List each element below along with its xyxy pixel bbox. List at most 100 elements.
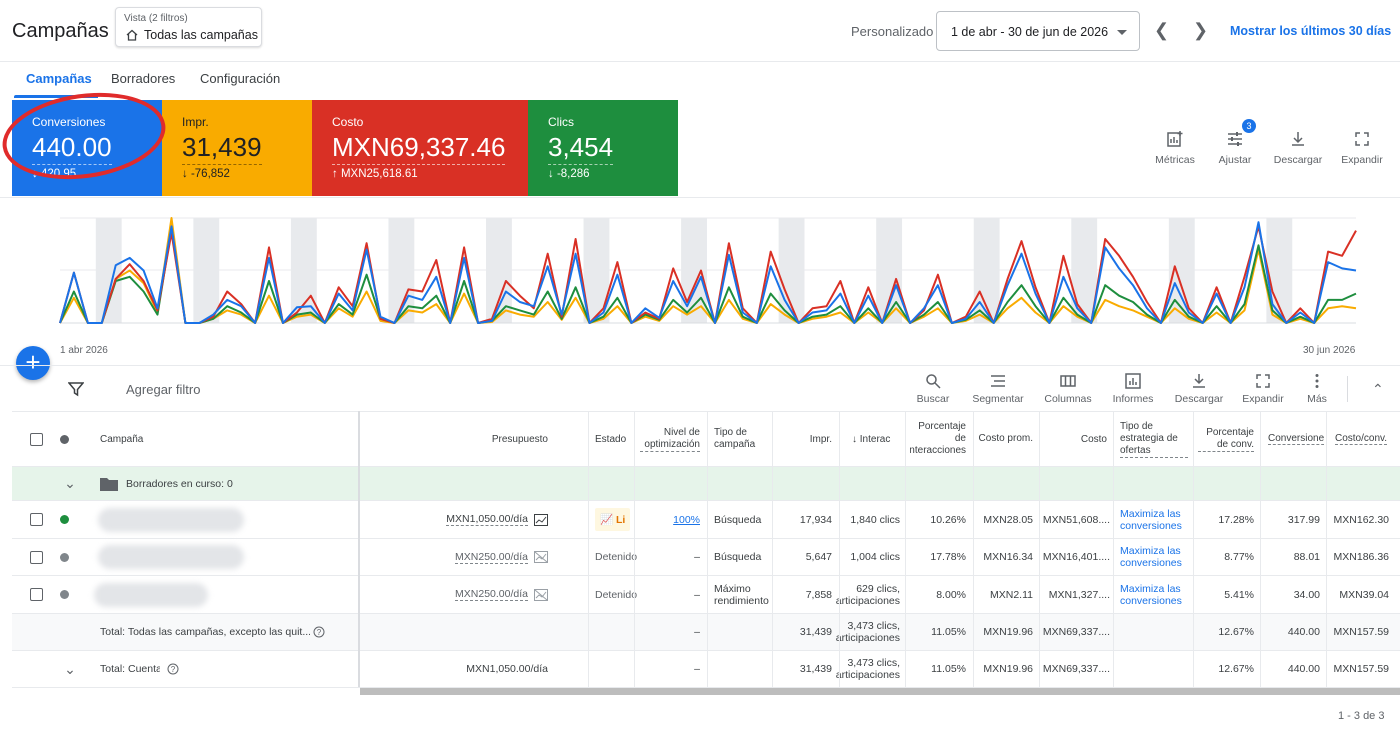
more-button[interactable]: Más	[1302, 373, 1332, 405]
conv-rate: 12.67%	[1218, 663, 1254, 675]
view-selector[interactable]: Vista (2 filtros) Todas las campañas	[115, 7, 262, 47]
collapse-chevron-icon[interactable]: ⌃	[1372, 381, 1384, 397]
budget-value[interactable]: MXN250.00/día	[372, 576, 548, 613]
col-conv-rate[interactable]: Porcentaje de conv.	[1198, 412, 1254, 466]
expand-chevron-icon[interactable]: ⌄	[64, 660, 76, 677]
frozen-column-divider[interactable]	[358, 411, 360, 687]
optimization-score-link[interactable]: 100%	[673, 513, 700, 526]
svg-text:?: ?	[317, 628, 322, 637]
status-limited[interactable]: 📈 Li	[595, 501, 637, 538]
budget-value[interactable]: MXN250.00/día	[372, 539, 548, 575]
campaign-type: Búsqueda	[714, 513, 762, 526]
col-impressions[interactable]: Impr.	[809, 433, 832, 445]
date-range-select[interactable]: 1 de abr - 30 de jun de 2026	[936, 11, 1140, 51]
line-chart	[59, 217, 1357, 324]
chart-icon	[534, 551, 548, 563]
status-limited-chip: 📈 Li	[595, 508, 631, 531]
metrics-button[interactable]: Métricas	[1150, 130, 1200, 166]
col-conversions[interactable]: Conversiones	[1268, 412, 1324, 466]
cost: MXN16,401....	[1042, 551, 1110, 563]
download-table-button[interactable]: Descargar	[1172, 373, 1226, 405]
avg-cost: MXN16.34	[983, 551, 1033, 563]
columns-button[interactable]: Columnas	[1042, 373, 1094, 405]
metric-card-conversions[interactable]: Conversiones 440.00 ↓ 420.95	[12, 100, 162, 196]
download-chart-button[interactable]: Descargar	[1270, 130, 1326, 166]
cost-per-conv: MXN157.59	[1333, 626, 1389, 638]
svg-text:?: ?	[171, 665, 176, 674]
col-interaction-rate[interactable]: Porcentaje de interacciones	[910, 421, 966, 456]
expand-chevron-icon[interactable]: ⌄	[64, 475, 76, 491]
expand-label: Expandir	[1341, 154, 1383, 166]
drafts-label: Borradores en curso: 0	[126, 477, 233, 490]
filter-icon[interactable]	[68, 381, 84, 397]
expand-chart-button[interactable]: Expandir	[1338, 130, 1386, 166]
col-status[interactable]: Estado	[595, 433, 627, 445]
budget-text: MXN1,050.00/día	[446, 513, 528, 526]
conversions: 88.01	[1293, 551, 1320, 563]
status-text: Detenido	[595, 588, 638, 601]
metric-card-clicks[interactable]: Clics 3,454 ↓ -8,286	[528, 100, 678, 196]
budget-value[interactable]: MXN1,050.00/día	[372, 501, 548, 538]
cost-per-conv: MXN186.36	[1333, 551, 1389, 563]
bid-strategy-link[interactable]: Maximiza las conversiones	[1120, 507, 1182, 532]
search-button[interactable]: Buscar	[912, 373, 954, 405]
segment-button[interactable]: Segmentar	[970, 373, 1026, 405]
redacted-campaign-name	[98, 508, 244, 532]
column-divider	[1039, 411, 1040, 688]
interaction-rate: 8.00%	[936, 588, 966, 601]
prev-period-button[interactable]: ❮	[1154, 20, 1170, 40]
row-checkbox[interactable]	[24, 501, 48, 538]
expand-table-button[interactable]: Expandir	[1240, 373, 1286, 405]
tab-drafts[interactable]: Borradores	[111, 71, 176, 86]
active-tab-indicator	[14, 95, 98, 98]
col-budget[interactable]: Presupuesto	[491, 433, 548, 445]
help-icon[interactable]: ?	[310, 614, 328, 650]
col-conversions-label: Conversiones	[1268, 433, 1324, 445]
col-avg-cost[interactable]: Costo prom.	[978, 433, 1033, 444]
dropdown-caret-icon	[1117, 30, 1127, 35]
metric-value: MXN69,337.46	[332, 132, 506, 165]
interaction-rate: 17.78%	[930, 551, 966, 563]
col-campaign[interactable]: Campaña	[100, 433, 144, 445]
metric-card-impressions[interactable]: Impr. 31,439 ↓ -76,852	[162, 100, 312, 196]
col-cost-per-conv[interactable]: Costo/conv.	[1335, 412, 1391, 466]
show-last-30-days-link[interactable]: Mostrar los últimos 30 días	[1230, 24, 1392, 38]
add-filter-button[interactable]: Agregar filtro	[126, 382, 201, 397]
drafts-row: ⌄ Borradores en curso: 0	[12, 467, 1400, 501]
table-row[interactable]: MXN250.00/día Detenido – Búsqueda 5,647 …	[12, 539, 1400, 576]
table-row[interactable]: MXN1,050.00/día 📈 Li 100% Búsqueda 17,93…	[12, 501, 1400, 539]
select-all-checkbox[interactable]	[24, 412, 48, 466]
col-interactions[interactable]: ↓ Interac	[852, 433, 891, 445]
home-icon	[126, 29, 138, 41]
add-campaign-button[interactable]: +	[16, 346, 50, 380]
col-type[interactable]: Tipo de campaña	[714, 427, 756, 450]
tab-campaigns[interactable]: Campañas	[26, 71, 92, 86]
metric-label: Conversiones	[32, 115, 106, 129]
row-checkbox[interactable]	[24, 539, 48, 575]
table-row[interactable]: MXN250.00/día Detenido – Máximo rendimie…	[12, 576, 1400, 614]
col-optimization[interactable]: Nivel de optimización	[640, 412, 700, 466]
horizontal-scrollbar[interactable]	[360, 688, 1400, 695]
column-divider	[707, 411, 708, 688]
tune-icon	[1228, 132, 1242, 146]
status-dot-enabled	[56, 501, 72, 538]
row-checkbox[interactable]	[24, 576, 48, 613]
column-divider	[1193, 411, 1194, 688]
avg-cost: MXN19.96	[983, 626, 1033, 638]
col-cost[interactable]: Costo	[1080, 433, 1107, 445]
metric-delta: ↓ -8,286	[548, 168, 590, 180]
interactions: 1,840 clics	[850, 513, 900, 526]
help-icon[interactable]: ?	[164, 651, 182, 687]
bid-strategy-link[interactable]: Maximiza las conversiones	[1120, 582, 1182, 607]
tab-settings[interactable]: Configuración	[200, 71, 281, 86]
next-period-button[interactable]: ❯	[1193, 20, 1209, 40]
column-divider	[1113, 411, 1114, 688]
bid-strategy-link[interactable]: Maximiza las conversiones	[1120, 545, 1182, 569]
status-dot-paused	[56, 539, 72, 575]
metric-value: 440.00	[32, 132, 112, 165]
col-cost-per-conv-label: Costo/conv.	[1335, 433, 1388, 445]
metric-card-cost[interactable]: Costo MXN69,337.46 ↑ MXN25,618.61	[312, 100, 528, 196]
adjust-button[interactable]: Ajustar	[1212, 130, 1258, 166]
reports-button[interactable]: Informes	[1110, 373, 1156, 405]
col-bid-strategy[interactable]: Tipo de estrategia de ofertas	[1120, 412, 1188, 466]
